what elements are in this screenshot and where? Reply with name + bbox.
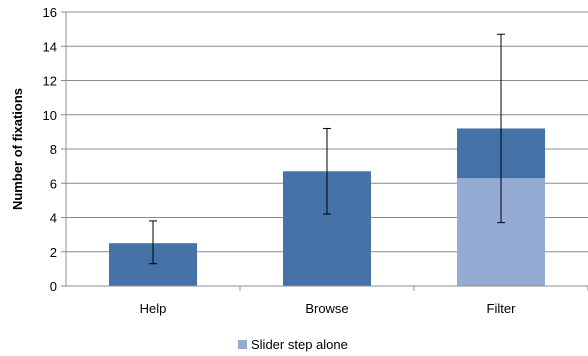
- legend: Slider step alone: [238, 337, 348, 352]
- legend-label-slider-step-alone: Slider step alone: [251, 337, 348, 352]
- x-tick-label-help: Help: [140, 301, 167, 316]
- legend-swatch: [238, 340, 247, 349]
- y-tick-labels: 0 2 4 6 8 10 12 14 16: [43, 5, 57, 294]
- y-tick-label-8: 8: [50, 142, 57, 157]
- y-tick-label-12: 12: [43, 74, 57, 89]
- y-tick-label-10: 10: [43, 108, 57, 123]
- y-tick-label-6: 6: [50, 176, 57, 191]
- y-tick-label-4: 4: [50, 211, 57, 226]
- y-tick-label-0: 0: [50, 279, 57, 294]
- y-tick-label-16: 16: [43, 5, 57, 20]
- x-tick-label-browse: Browse: [305, 301, 348, 316]
- error-bars: [149, 33, 505, 265]
- y-tick-label-2: 2: [50, 245, 57, 260]
- y-tick-label-14: 14: [43, 39, 57, 54]
- x-tick-labels: Help Browse Filter: [140, 301, 516, 316]
- axes: [61, 11, 588, 291]
- x-tick-label-filter: Filter: [487, 301, 517, 316]
- y-axis-title: Number of fixations: [10, 88, 25, 210]
